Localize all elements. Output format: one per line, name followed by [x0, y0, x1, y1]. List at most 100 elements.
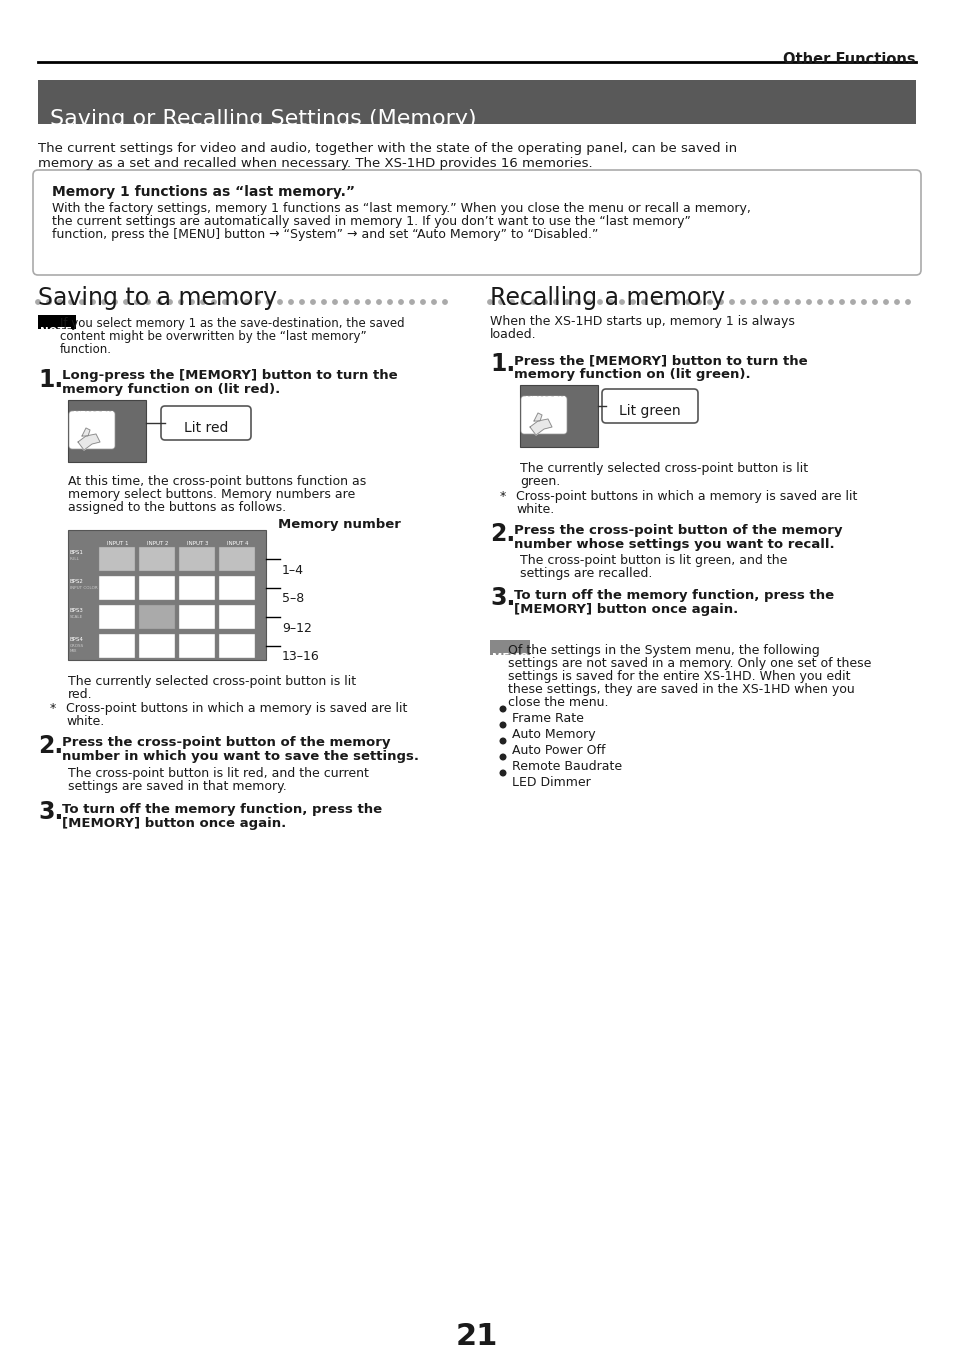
Text: Press the [MEMORY] button to turn the: Press the [MEMORY] button to turn the	[514, 353, 807, 367]
Circle shape	[223, 299, 227, 305]
Circle shape	[267, 299, 271, 305]
Text: settings is saved for the entire XS-1HD. When you edit: settings is saved for the entire XS-1HD.…	[507, 670, 850, 682]
FancyBboxPatch shape	[99, 575, 135, 600]
Circle shape	[410, 299, 414, 305]
Polygon shape	[534, 413, 541, 421]
Text: memory function on (lit green).: memory function on (lit green).	[514, 368, 750, 380]
Text: 9–12: 9–12	[282, 621, 312, 635]
Circle shape	[343, 299, 348, 305]
Circle shape	[134, 299, 139, 305]
Text: The cross-point button is lit red, and the current: The cross-point button is lit red, and t…	[68, 766, 369, 780]
Text: MEMO: MEMO	[492, 653, 528, 663]
Text: white.: white.	[516, 502, 554, 516]
Text: 1.: 1.	[38, 368, 63, 393]
Text: *: *	[499, 490, 506, 502]
Circle shape	[289, 299, 293, 305]
Circle shape	[102, 299, 106, 305]
Circle shape	[499, 722, 505, 728]
FancyBboxPatch shape	[99, 547, 135, 571]
Text: BPS3: BPS3	[70, 608, 84, 613]
Text: MEMORY: MEMORY	[71, 412, 113, 420]
Circle shape	[178, 299, 183, 305]
FancyBboxPatch shape	[68, 399, 146, 462]
Circle shape	[850, 299, 854, 305]
Circle shape	[498, 299, 502, 305]
Text: number whose settings you want to recall.: number whose settings you want to recall…	[514, 538, 834, 551]
Circle shape	[718, 299, 722, 305]
Text: settings are not saved in a memory. Only one set of these: settings are not saved in a memory. Only…	[507, 657, 870, 670]
FancyBboxPatch shape	[179, 575, 214, 600]
FancyBboxPatch shape	[219, 605, 254, 630]
FancyBboxPatch shape	[139, 575, 174, 600]
Circle shape	[321, 299, 326, 305]
FancyBboxPatch shape	[219, 575, 254, 600]
Circle shape	[861, 299, 865, 305]
Circle shape	[333, 299, 336, 305]
Circle shape	[420, 299, 425, 305]
Text: Lit green: Lit green	[618, 403, 680, 418]
Text: INPUT 2: INPUT 2	[147, 542, 169, 546]
Text: With the factory settings, memory 1 functions as “last memory.” When you close t: With the factory settings, memory 1 func…	[52, 202, 750, 215]
Text: The cross-point button is lit green, and the: The cross-point button is lit green, and…	[519, 554, 786, 567]
Text: 1.: 1.	[490, 352, 515, 376]
FancyBboxPatch shape	[139, 634, 174, 658]
Circle shape	[762, 299, 766, 305]
Text: 5–8: 5–8	[282, 593, 304, 605]
Circle shape	[277, 299, 282, 305]
Circle shape	[212, 299, 216, 305]
FancyBboxPatch shape	[139, 547, 174, 571]
Circle shape	[696, 299, 700, 305]
Text: Memory number: Memory number	[277, 519, 400, 531]
Text: MEMORY: MEMORY	[523, 395, 564, 405]
Circle shape	[586, 299, 591, 305]
FancyBboxPatch shape	[179, 634, 214, 658]
Text: LED Dimmer: LED Dimmer	[512, 776, 590, 789]
Circle shape	[168, 299, 172, 305]
FancyBboxPatch shape	[69, 412, 115, 450]
Circle shape	[146, 299, 150, 305]
Text: 1–4: 1–4	[282, 563, 304, 577]
Text: settings are saved in that memory.: settings are saved in that memory.	[68, 780, 287, 793]
Circle shape	[80, 299, 84, 305]
Text: memory as a set and recalled when necessary. The XS-1HD provides 16 memories.: memory as a set and recalled when necess…	[38, 157, 592, 171]
Text: *: *	[50, 701, 56, 715]
Circle shape	[190, 299, 194, 305]
Text: INPUT 4: INPUT 4	[227, 542, 249, 546]
Text: Lit red: Lit red	[184, 421, 228, 435]
Circle shape	[784, 299, 788, 305]
FancyBboxPatch shape	[490, 640, 530, 655]
FancyBboxPatch shape	[99, 605, 135, 630]
Text: function.: function.	[60, 343, 112, 356]
Circle shape	[36, 299, 40, 305]
Text: BPS1: BPS1	[70, 550, 84, 555]
Circle shape	[387, 299, 392, 305]
Circle shape	[376, 299, 381, 305]
Text: Cross-point buttons in which a memory is saved are lit: Cross-point buttons in which a memory is…	[66, 701, 407, 715]
Circle shape	[58, 299, 62, 305]
Text: At this time, the cross-point buttons function as: At this time, the cross-point buttons fu…	[68, 475, 366, 487]
FancyBboxPatch shape	[219, 634, 254, 658]
Circle shape	[598, 299, 601, 305]
Text: INPUT 1: INPUT 1	[107, 542, 129, 546]
FancyBboxPatch shape	[179, 605, 214, 630]
Circle shape	[255, 299, 260, 305]
Text: 3.: 3.	[38, 800, 63, 825]
Text: loaded.: loaded.	[490, 328, 536, 341]
Text: white.: white.	[66, 715, 104, 728]
Circle shape	[817, 299, 821, 305]
Circle shape	[685, 299, 689, 305]
Text: [MEMORY] button once again.: [MEMORY] button once again.	[514, 603, 738, 616]
Polygon shape	[530, 418, 552, 435]
Text: The current settings for video and audio, together with the state of the operati: The current settings for video and audio…	[38, 142, 737, 154]
Text: these settings, they are saved in the XS-1HD when you: these settings, they are saved in the XS…	[507, 682, 854, 696]
Circle shape	[652, 299, 657, 305]
Text: memory select buttons. Memory numbers are: memory select buttons. Memory numbers ar…	[68, 487, 355, 501]
Circle shape	[894, 299, 899, 305]
Text: red.: red.	[68, 688, 92, 701]
Text: If you select memory 1 as the save-destination, the saved: If you select memory 1 as the save-desti…	[60, 317, 404, 330]
Text: When the XS-1HD starts up, memory 1 is always: When the XS-1HD starts up, memory 1 is a…	[490, 315, 794, 328]
FancyBboxPatch shape	[219, 547, 254, 571]
Circle shape	[740, 299, 744, 305]
Circle shape	[499, 738, 505, 743]
Circle shape	[520, 299, 525, 305]
